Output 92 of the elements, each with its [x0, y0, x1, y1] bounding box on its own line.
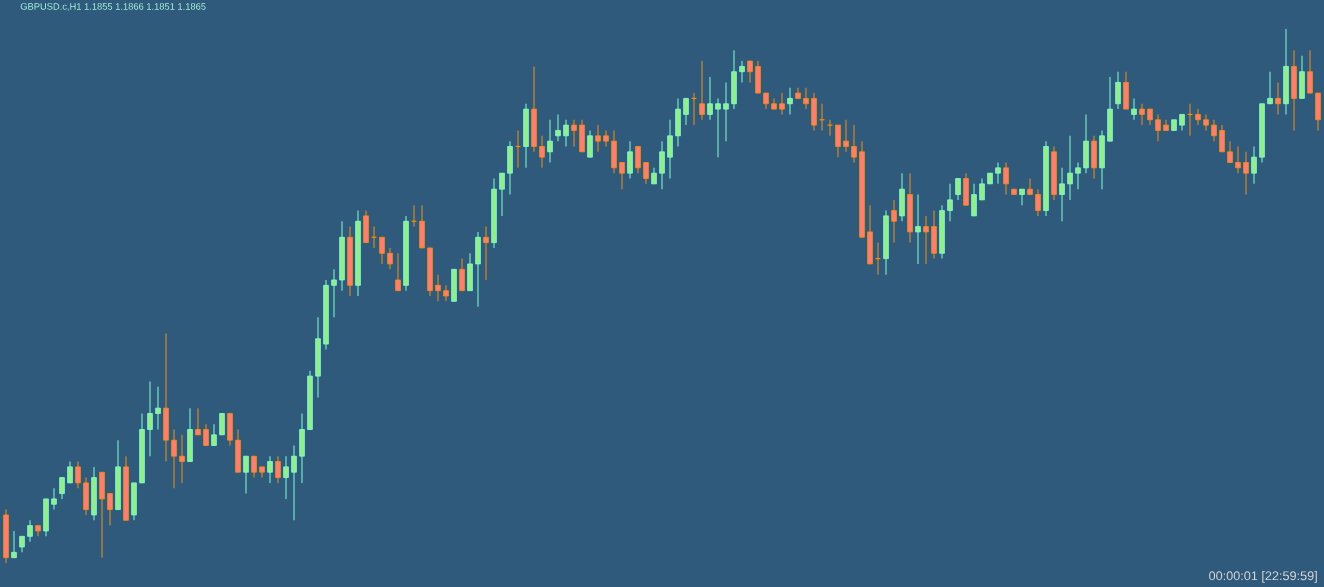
candlestick — [75, 461, 81, 489]
candlestick — [955, 178, 961, 201]
candlestick — [619, 162, 625, 190]
candlestick — [1027, 178, 1033, 196]
candlestick — [555, 113, 561, 142]
candlestick — [1195, 108, 1201, 126]
candlestick — [147, 380, 153, 457]
candlestick — [459, 258, 465, 292]
candlestick — [843, 119, 849, 153]
candlestick — [995, 162, 1001, 185]
candlestick — [195, 407, 201, 436]
candlestick — [1019, 188, 1025, 206]
text: 00:00:01 [22:59:59] — [1209, 570, 1317, 583]
candlestick — [27, 519, 33, 543]
chart-title: GBPUSD.c,H1 1.1855 1.1866 1.1851 1.1865 — [20, 3, 206, 11]
candlestick — [979, 178, 985, 201]
candlestick — [603, 129, 609, 147]
candlestick — [1227, 140, 1233, 163]
candlestick — [1307, 49, 1313, 94]
candlestick — [435, 274, 441, 302]
candlestick — [779, 92, 785, 115]
candlestick — [1267, 71, 1273, 105]
candlestick — [659, 140, 665, 190]
candlestick — [643, 162, 649, 185]
candlestick — [1115, 71, 1121, 110]
candlestick — [923, 215, 929, 265]
candlestick — [571, 119, 577, 147]
candlestick — [547, 119, 553, 163]
candlestick — [747, 60, 753, 83]
candlestick — [947, 183, 953, 222]
candlestick — [499, 172, 505, 217]
candlestick — [155, 386, 161, 430]
candlestick — [107, 493, 113, 527]
candlestick — [835, 124, 841, 158]
candlestick — [971, 183, 977, 217]
candlestick — [171, 429, 177, 489]
candlestick — [51, 487, 57, 511]
candlestick — [699, 60, 705, 121]
candlestick — [1059, 167, 1065, 222]
candlestick — [11, 530, 17, 559]
candlestick — [1035, 188, 1041, 217]
candlestick — [1211, 119, 1217, 142]
candlestick — [539, 135, 545, 169]
candlestick — [1155, 113, 1161, 142]
candlestick — [275, 455, 281, 484]
candlestick — [395, 252, 401, 292]
candlestick — [595, 124, 601, 153]
candlestick — [483, 226, 489, 281]
candlestick — [787, 87, 793, 115]
candlestick — [635, 145, 641, 174]
candlestick — [283, 455, 289, 500]
candlestick — [667, 119, 673, 180]
candlestick — [891, 199, 897, 244]
candlestick — [683, 97, 689, 126]
candlestick — [1243, 151, 1249, 196]
candlestick — [1275, 81, 1281, 115]
candlestick — [827, 119, 834, 137]
candlestick — [251, 455, 257, 479]
candlestick — [563, 119, 569, 147]
candlestick — [67, 461, 73, 484]
candlestick — [219, 413, 225, 436]
candlestick — [211, 423, 217, 447]
candlestick — [715, 97, 721, 158]
candlestick — [267, 455, 273, 484]
candlestick — [739, 60, 745, 83]
candlestick — [1067, 135, 1073, 201]
candlestick — [1075, 162, 1081, 190]
candlestick — [915, 194, 921, 265]
candlestick — [443, 284, 449, 302]
candlestick — [243, 455, 249, 495]
candlestick — [59, 477, 65, 500]
candlestick — [179, 434, 185, 484]
candlestick — [1003, 162, 1009, 196]
candlestick — [291, 445, 297, 521]
candlestick — [707, 76, 713, 121]
candlestick — [1131, 97, 1137, 121]
candlestick — [1139, 103, 1145, 126]
candlestick — [203, 423, 209, 447]
candlestick — [259, 466, 265, 479]
candlestick — [803, 87, 809, 110]
candlestick — [627, 140, 633, 180]
candlestick — [771, 97, 777, 110]
candlestick — [1235, 145, 1241, 174]
candlestick — [387, 247, 393, 270]
candlestick — [1251, 145, 1257, 185]
candlestick — [723, 81, 729, 142]
candlestick — [851, 124, 857, 163]
candlestick — [379, 236, 385, 265]
candlestick — [587, 129, 593, 158]
candlestick — [331, 268, 337, 318]
candlestick — [1219, 124, 1225, 153]
candlestick — [1203, 113, 1209, 131]
